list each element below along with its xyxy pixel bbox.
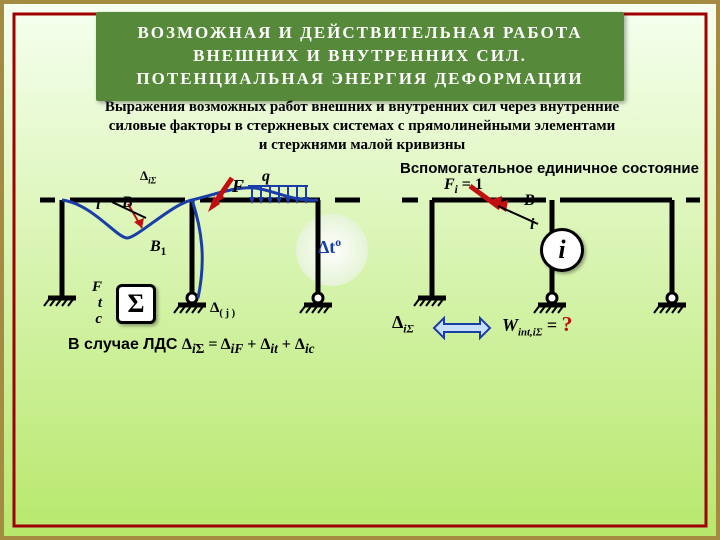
label-delta-t: Δto <box>318 236 341 258</box>
label-B-left: B <box>122 194 133 212</box>
diagram-svg <box>0 0 720 540</box>
equiv-arrow-icon <box>434 318 490 338</box>
label-delta-j: Δ( j ) <box>210 300 235 319</box>
sigma-badge: Σ <box>116 284 156 324</box>
slide-root: ВОЗМОЖНАЯ И ДЕЙСТВИТЕЛЬНАЯ РАБОТА ВНЕШНИ… <box>0 0 720 540</box>
label-B1: B1 <box>150 238 166 258</box>
sigma-side-labels: F t c <box>92 280 102 327</box>
label-Fi-eq-1: Fi = 1 <box>444 176 483 196</box>
equiv-left: ΔiΣ <box>392 312 414 336</box>
label-i-left: i <box>96 196 100 214</box>
sigma-badge-label: Σ <box>128 289 145 319</box>
lds-prefix: В случае ЛДС <box>68 336 182 353</box>
lds-note: В случае ЛДС ΔiΣ = ΔiF + Δit + Δic <box>68 336 315 357</box>
label-B-right: B <box>524 192 535 210</box>
label-q: q <box>262 168 270 186</box>
lds-formula: ΔiΣ = ΔiF + Δit + Δic <box>182 336 315 353</box>
i-badge: i <box>540 228 584 272</box>
label-delta-iSigma: ΔiΣ <box>140 168 156 186</box>
label-F: F <box>232 176 244 197</box>
equiv-right: Wint,iΣ = ? <box>502 312 572 339</box>
i-badge-label: i <box>558 235 565 265</box>
equiv-qmark: ? <box>562 312 573 336</box>
label-i-right: i <box>530 216 534 234</box>
